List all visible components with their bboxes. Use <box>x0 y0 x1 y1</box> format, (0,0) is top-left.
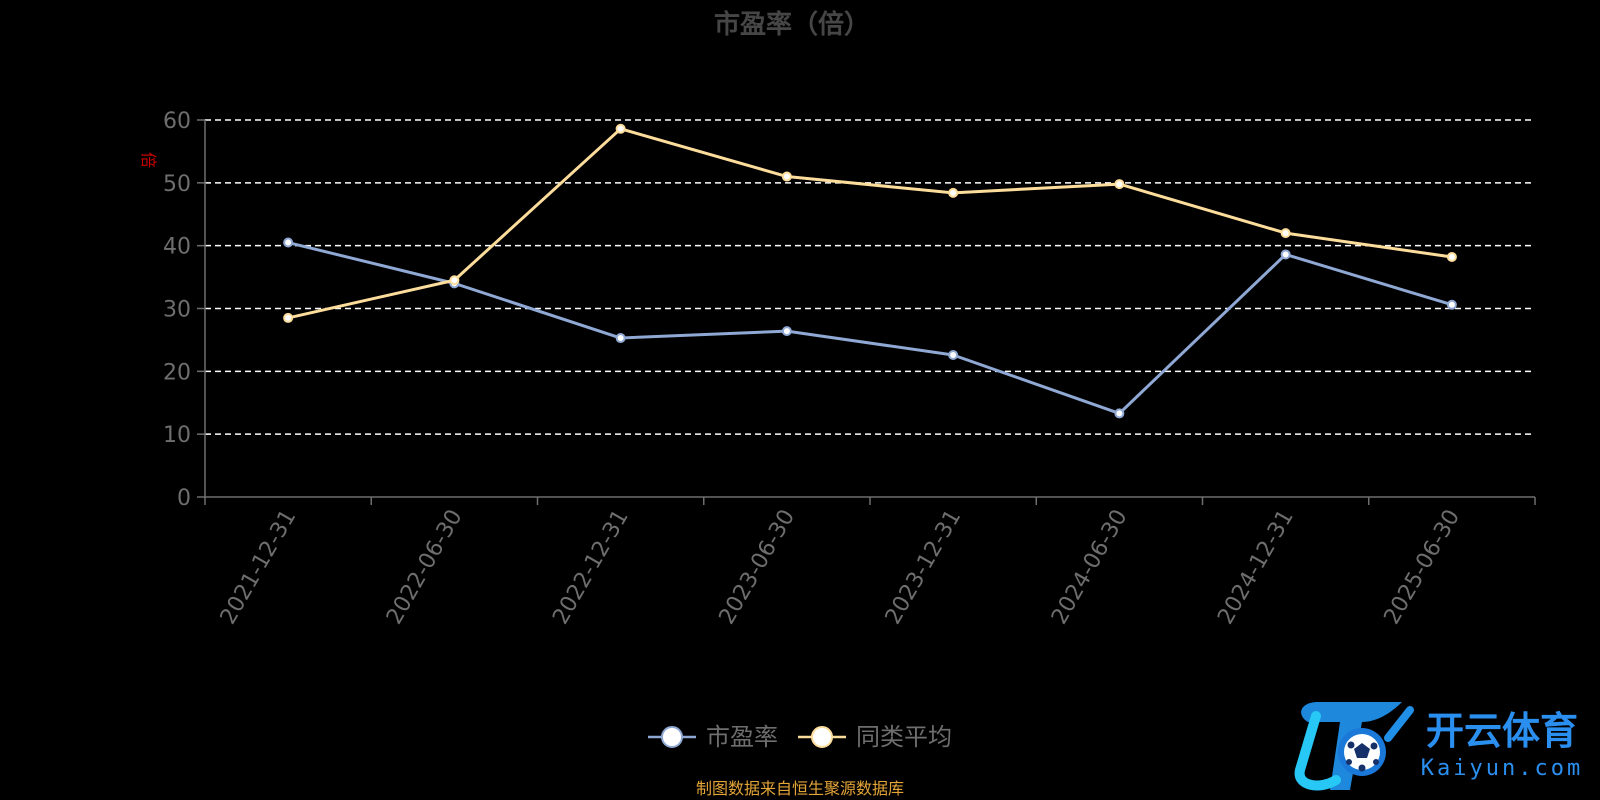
data-point <box>948 349 959 360</box>
series-line <box>287 241 1453 415</box>
data-point <box>1114 408 1125 419</box>
y-tick-label: 30 <box>163 298 191 323</box>
x-tick-label: 2021-12-31 <box>216 506 302 629</box>
legend-marker-icon <box>661 726 683 748</box>
watermark-brand-cn: 开云体育 <box>1426 709 1578 753</box>
y-tick-label: 40 <box>163 235 191 260</box>
legend-label: 市盈率 <box>706 723 778 751</box>
source-note: 制图数据来自恒生聚源数据库 <box>696 779 904 798</box>
data-point <box>1114 179 1125 190</box>
x-tick-label: 2024-12-31 <box>1213 506 1299 629</box>
legend-item[interactable]: 市盈率 <box>648 723 778 751</box>
data-point <box>948 187 959 198</box>
data-point <box>781 171 792 182</box>
x-tick-label: 2022-12-31 <box>548 506 634 629</box>
y-tick-label: 10 <box>163 423 191 448</box>
x-tick-label: 2023-06-30 <box>714 506 800 629</box>
y-tick-label: 60 <box>163 109 191 134</box>
axes: 0 10 20 30 40 50 60 2021-12-31 2022-06-30 2022-12… <box>163 109 1536 629</box>
data-point <box>1280 249 1291 260</box>
legend: 市盈率 同类平均 <box>648 723 952 751</box>
grid-lines <box>205 119 1535 435</box>
data-point <box>1446 251 1457 262</box>
x-tick-label: 2022-06-30 <box>382 506 468 629</box>
data-point <box>449 275 460 286</box>
series-line <box>287 127 1453 320</box>
watermark-brand-en: Kaiyun.com <box>1421 756 1583 781</box>
data-point <box>283 312 294 323</box>
data-point <box>781 326 792 337</box>
data-point <box>283 237 294 248</box>
y-axis-label: 倍 <box>139 152 158 168</box>
data-point <box>1280 228 1291 239</box>
kaiyun-logo-icon <box>1294 702 1414 791</box>
legend-label: 同类平均 <box>856 723 952 751</box>
data-point <box>615 333 626 344</box>
kaiyun-watermark: 开云体育 Kaiyun.com <box>1294 702 1583 791</box>
data-point <box>1446 299 1457 310</box>
x-tick-label: 2025-06-30 <box>1379 506 1465 629</box>
y-tick-label: 50 <box>163 172 191 197</box>
x-tick-label: 2024-06-30 <box>1047 506 1133 629</box>
series-lines <box>283 123 1457 419</box>
data-point <box>615 123 626 134</box>
legend-marker-icon <box>811 726 833 748</box>
y-tick-label: 0 <box>177 486 191 511</box>
legend-item[interactable]: 同类平均 <box>798 723 952 751</box>
chart-title: 市盈率（倍） <box>714 9 870 40</box>
x-tick-label: 2023-12-31 <box>881 506 967 629</box>
y-tick-label: 20 <box>163 360 191 385</box>
